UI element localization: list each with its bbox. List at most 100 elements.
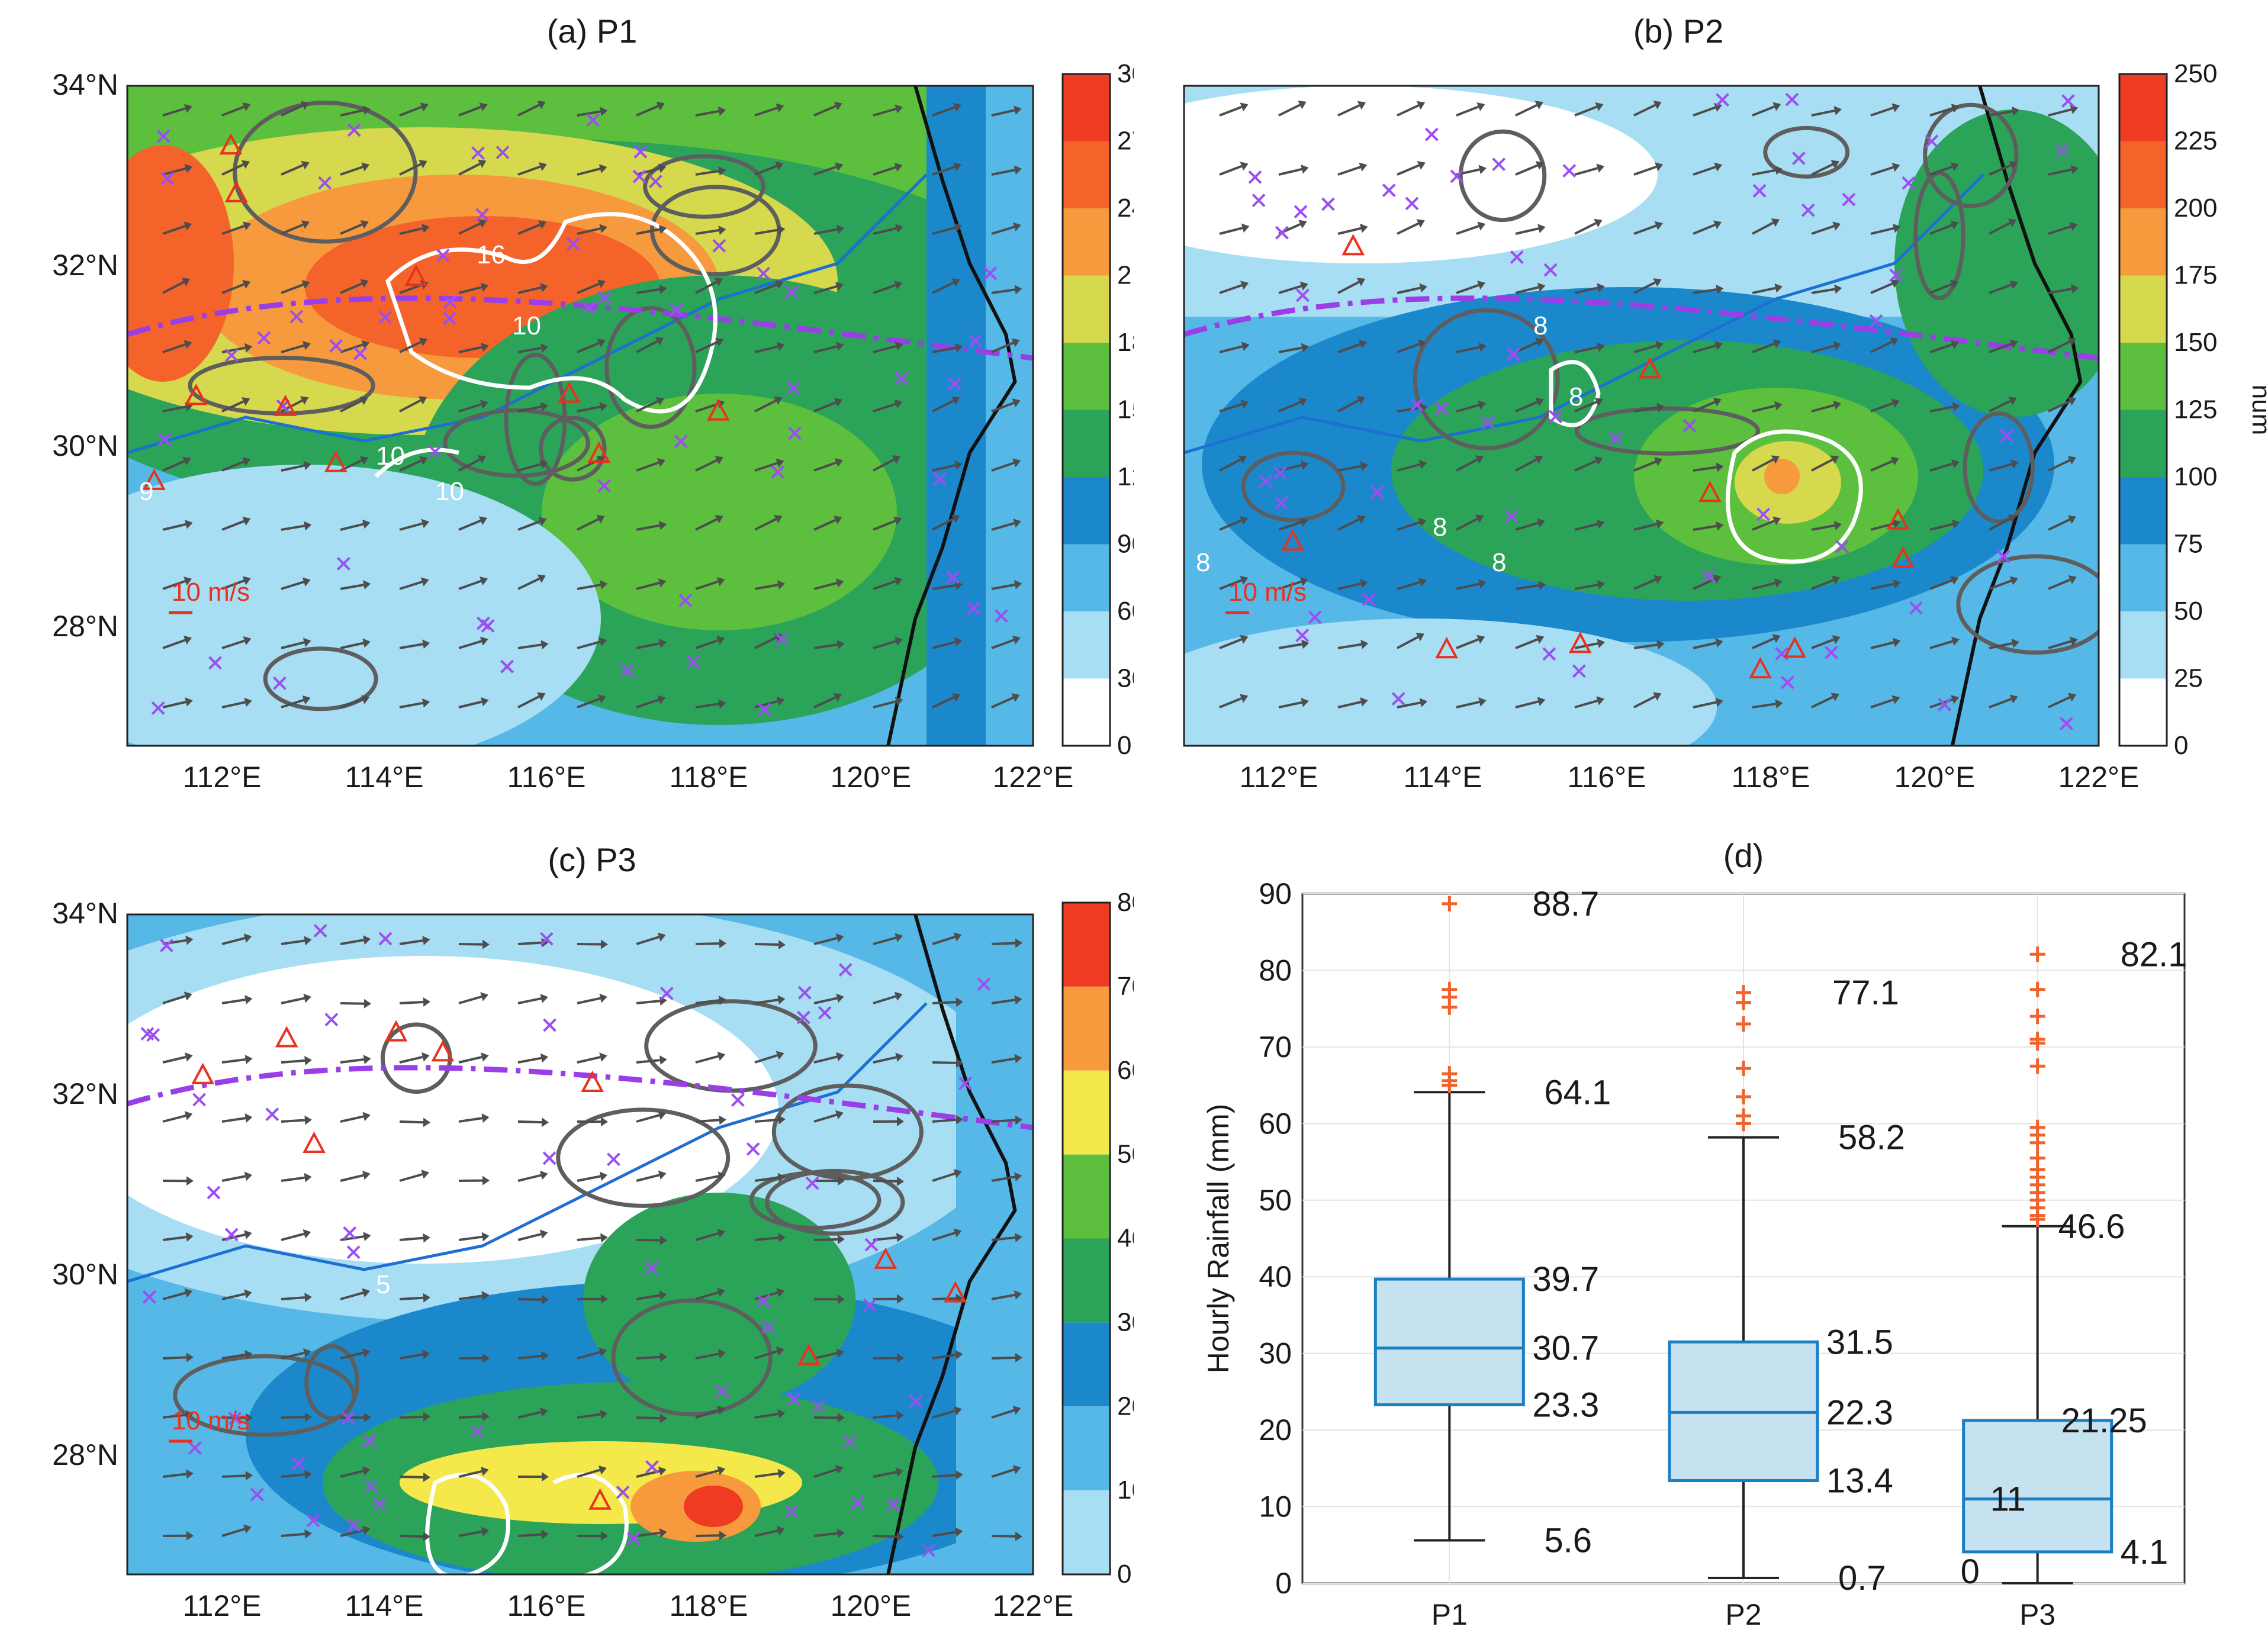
wind-arrow: [458, 1235, 482, 1241]
wind-arrow-head: [300, 396, 309, 405]
wind-arrow: [1929, 343, 1953, 353]
station-x-marker: [894, 371, 908, 385]
wind-arrow-head: [1359, 162, 1368, 172]
wind-arrow: [221, 520, 245, 531]
colorbar-segment: [2119, 208, 2167, 276]
wind-arrow-head: [477, 159, 487, 168]
wind-arrow-head: [2069, 636, 2078, 646]
wind-arrow: [2048, 225, 2071, 235]
station-x-marker: [886, 1497, 900, 1512]
wind-arrow: [1989, 343, 2012, 353]
wind-arrow: [281, 1059, 305, 1064]
wind-arrow: [636, 1294, 660, 1300]
wind-arrow-head: [657, 458, 665, 467]
wind-arrow: [1693, 701, 1717, 708]
wind-arrow: [1811, 458, 1833, 472]
triangle-marker: [1749, 656, 1772, 679]
wind-arrow-head: [1594, 397, 1603, 407]
wind-arrow-head: [482, 1412, 490, 1422]
wind-arrow: [458, 346, 482, 353]
contour-label: 8: [1492, 548, 1506, 577]
wind-arrow: [340, 939, 364, 945]
wind-arrow-head: [1417, 339, 1426, 349]
colorbar-tick-label: 50: [2174, 597, 2203, 626]
wind-arrow-head: [182, 456, 191, 466]
wind-arrow: [2048, 168, 2072, 176]
wind-arrow-head: [481, 1291, 490, 1301]
wind-arrow: [1633, 643, 1658, 649]
wind-arrow: [754, 1412, 778, 1419]
wind-arrow-head: [835, 162, 844, 172]
wind-arrow: [1515, 638, 1538, 649]
wind-arrow: [517, 286, 542, 294]
wind-arrow: [813, 461, 837, 472]
lon-tick-label: 116°E: [507, 1589, 586, 1622]
wind-arrow-head: [1014, 995, 1022, 1005]
wind-arrow-head: [596, 515, 605, 524]
wind-arrow: [813, 997, 838, 1004]
wind-arrow: [754, 1349, 778, 1360]
wind-arrow-head: [1535, 397, 1544, 407]
wind-arrow-head: [893, 516, 902, 526]
station-x-marker: [318, 176, 332, 190]
wind-arrow: [1811, 225, 1835, 235]
topography-contour: [1956, 554, 2099, 655]
wind-arrow: [2048, 459, 2070, 472]
station-x-marker: [157, 432, 172, 446]
station-x-marker: [1716, 93, 1729, 107]
topography-contour: [771, 1083, 924, 1181]
wind-arrow: [1397, 581, 1420, 590]
wind-arrow: [1870, 107, 1894, 117]
wind-arrow: [991, 639, 1015, 649]
colorbar-segment: [1063, 343, 1110, 410]
wind-arrow-head: [1013, 518, 1021, 528]
wind-arrow-head: [420, 577, 429, 587]
wind-arrow-head: [1356, 396, 1365, 405]
iqr-box: [1962, 1419, 2113, 1554]
wind-arrow-head: [1416, 219, 1425, 228]
wind-arrow: [1219, 579, 1242, 590]
wind-arrow: [281, 641, 305, 649]
station-x-marker: [796, 1010, 810, 1025]
wind-arrow-head: [363, 935, 371, 945]
wind-arrow-head: [836, 224, 845, 234]
wind-arrow: [399, 939, 423, 945]
wind-arrow-head: [835, 578, 844, 588]
wind-arrow: [399, 105, 423, 117]
wind-arrow: [1397, 286, 1421, 294]
wind-arrow: [1456, 638, 1479, 649]
wind-arrow: [1337, 465, 1362, 472]
front-line: [1184, 295, 2099, 361]
station-x-marker: [863, 1298, 877, 1312]
triangle-marker: [191, 1062, 214, 1084]
wind-arrow-head: [1714, 341, 1723, 350]
value-label-min: 0.7: [1838, 1559, 1886, 1597]
wind-arrow: [1870, 227, 1894, 235]
triangle-marker: [1783, 636, 1806, 658]
wind-arrow-head: [599, 1347, 607, 1357]
wind-arrow-head: [537, 574, 546, 583]
station-x-marker: [542, 1151, 556, 1165]
wind-arrow: [754, 462, 778, 472]
wind-arrow: [221, 579, 245, 590]
wind-arrow-head: [1951, 340, 1960, 349]
wind-arrow-head: [1834, 284, 1842, 294]
wind-arrow-head: [422, 639, 430, 649]
wind-arrow: [577, 584, 601, 590]
wind-arrow: [1870, 282, 1893, 294]
station-x-marker: [620, 663, 634, 678]
wind-arrow: [991, 401, 1015, 413]
wind-arrow-head: [776, 342, 785, 352]
wind-arrow: [281, 164, 304, 176]
wind-arrow-head: [242, 397, 250, 406]
triangle-marker: [404, 264, 428, 286]
wind-arrow-head: [540, 1170, 548, 1180]
wind-arrow-head: [596, 456, 605, 465]
wind-arrow: [517, 104, 540, 117]
value-label-min: 0: [1961, 1552, 1980, 1591]
wind-arrow-head: [1014, 285, 1022, 295]
wind-arrow-head: [482, 939, 490, 949]
wind-arrow: [636, 340, 658, 353]
wind-arrow-head: [1419, 698, 1427, 708]
station-x-marker: [257, 331, 271, 345]
